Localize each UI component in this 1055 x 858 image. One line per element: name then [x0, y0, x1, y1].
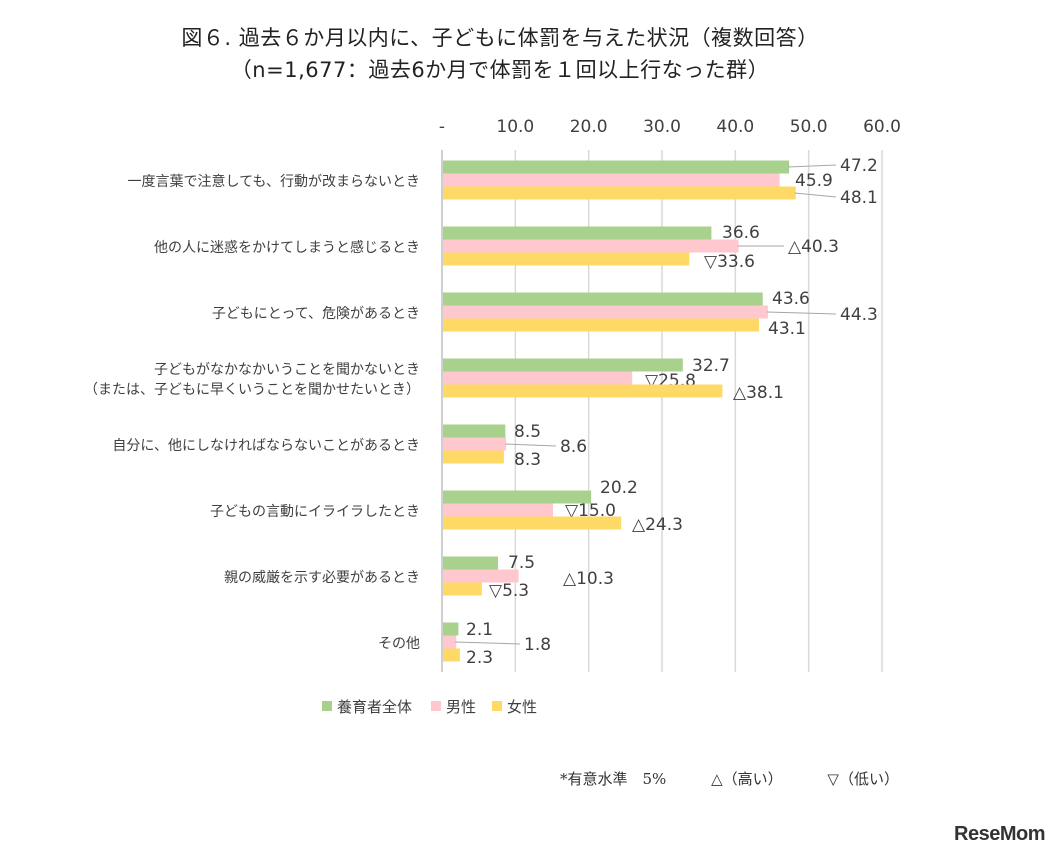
bar-1 [443, 437, 507, 451]
chart-subtitle: （n=1,677：過去6か月で体罰を１回以上行なった群） [230, 58, 770, 82]
data-label: 8.6 [560, 437, 587, 457]
category-label: 親の威厳を示す必要があるとき [224, 570, 420, 586]
footnote-significance: *有意水準 5% [560, 770, 667, 788]
data-label: 44.3 [840, 305, 878, 325]
x-tick-label: 30.0 [643, 117, 681, 137]
data-label: 43.1 [768, 319, 806, 339]
category-label: 子どもがなかなかいうことを聞かないとき [154, 362, 420, 378]
data-label: 47.2 [840, 156, 878, 176]
bar-0 [443, 226, 712, 240]
footnote-low: ▽（低い） [827, 770, 899, 788]
data-label: △38.1 [733, 383, 784, 403]
leader-line [794, 192, 837, 198]
footnote: *有意水準 5% △（高い） ▽（低い） [560, 768, 939, 789]
data-label: ▽5.3 [489, 581, 529, 601]
data-label: 2.1 [466, 620, 493, 640]
bar-0 [443, 490, 592, 504]
legend-swatch [322, 701, 332, 711]
data-label: △24.3 [632, 515, 683, 535]
x-tick-label: 60.0 [863, 117, 901, 137]
bar-1 [443, 305, 768, 319]
leader-line [505, 443, 557, 447]
data-label: 7.5 [508, 553, 535, 573]
bar-2 [443, 450, 504, 464]
x-tick-label: - [439, 117, 445, 137]
bar-1 [443, 635, 457, 649]
bar-2 [443, 516, 622, 530]
leader-line [766, 311, 837, 315]
x-tick-label: 20.0 [570, 117, 608, 137]
data-label: 32.7 [692, 356, 730, 376]
leader-line [455, 641, 521, 645]
data-label: 2.3 [466, 648, 493, 668]
resemom-logo: ReseMom [954, 823, 1045, 845]
bar-2 [443, 186, 796, 200]
bar-2 [443, 252, 690, 266]
bar-0 [443, 160, 790, 174]
category-label: その他 [378, 636, 420, 652]
data-label: 43.6 [772, 289, 810, 309]
bar-2 [443, 582, 482, 596]
footnote-high: △（高い） [711, 770, 783, 788]
data-label: 48.1 [840, 188, 878, 208]
legend-label: 養育者全体 [337, 698, 412, 716]
legend-swatch [492, 701, 502, 711]
legend-label: 女性 [507, 698, 537, 716]
bar-1 [443, 371, 633, 385]
data-label: ▽33.6 [704, 252, 755, 272]
data-label: ▽15.0 [565, 501, 616, 521]
bar-1 [443, 239, 739, 253]
data-label: 8.5 [514, 422, 541, 442]
bar-2 [443, 648, 460, 662]
bar-1 [443, 173, 780, 187]
data-label: 1.8 [524, 635, 551, 655]
bar-1 [443, 503, 553, 517]
bar-0 [443, 622, 459, 636]
data-label: 36.6 [722, 223, 760, 243]
data-label: 20.2 [600, 478, 638, 498]
data-label: △40.3 [788, 237, 839, 257]
category-label: （または、子どもに早くいうことを聞かせたいとき） [84, 382, 420, 398]
bar-1 [443, 569, 519, 583]
legend-swatch [431, 701, 441, 711]
bar-0 [443, 292, 763, 306]
category-label: 子どもにとって、危険があるとき [212, 306, 420, 322]
x-tick-label: 50.0 [790, 117, 828, 137]
data-label: 45.9 [795, 171, 833, 191]
legend-label: 男性 [446, 698, 476, 716]
leader-line [788, 164, 837, 168]
data-label: 8.3 [514, 450, 541, 470]
bar-0 [443, 358, 683, 372]
x-tick-label: 10.0 [496, 117, 534, 137]
data-label: △10.3 [563, 569, 614, 589]
bar-0 [443, 424, 506, 438]
category-label: 一度言葉で注意しても、行動が改まらないとき [128, 173, 420, 190]
chart-title: 図６. 過去６か月以内に、子どもに体罰を与えた状況（複数回答） [181, 26, 819, 50]
bar-0 [443, 556, 498, 570]
category-label: 自分に、他にしなければならないことがあるとき [112, 438, 420, 454]
category-label: 他の人に迷惑をかけてしまうと感じるとき [154, 239, 420, 256]
bar-2 [443, 384, 723, 398]
bar-2 [443, 318, 760, 332]
category-label: 子どもの言動にイライラしたとき [210, 504, 420, 520]
x-tick-label: 40.0 [716, 117, 754, 137]
